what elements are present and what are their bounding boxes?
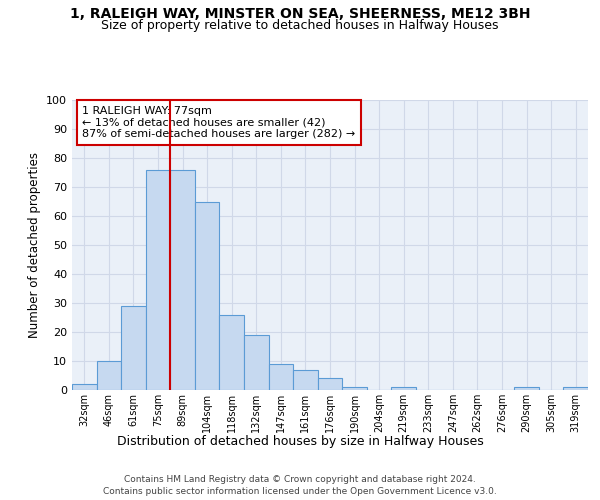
Bar <box>342 387 367 390</box>
Bar <box>121 306 146 390</box>
Text: 1, RALEIGH WAY, MINSTER ON SEA, SHEERNESS, ME12 3BH: 1, RALEIGH WAY, MINSTER ON SEA, SHEERNES… <box>70 8 530 22</box>
Text: 1 RALEIGH WAY: 77sqm
← 13% of detached houses are smaller (42)
87% of semi-detac: 1 RALEIGH WAY: 77sqm ← 13% of detached h… <box>82 106 356 139</box>
Text: Distribution of detached houses by size in Halfway Houses: Distribution of detached houses by size … <box>116 435 484 448</box>
Bar <box>170 170 195 390</box>
Bar <box>244 335 269 390</box>
Bar <box>220 314 244 390</box>
Bar <box>514 387 539 390</box>
Bar <box>195 202 220 390</box>
Bar <box>391 387 416 390</box>
Bar <box>97 361 121 390</box>
Text: Contains public sector information licensed under the Open Government Licence v3: Contains public sector information licen… <box>103 488 497 496</box>
Bar <box>293 370 318 390</box>
Bar <box>269 364 293 390</box>
Bar <box>318 378 342 390</box>
Bar <box>563 387 588 390</box>
Bar <box>146 170 170 390</box>
Y-axis label: Number of detached properties: Number of detached properties <box>28 152 41 338</box>
Text: Contains HM Land Registry data © Crown copyright and database right 2024.: Contains HM Land Registry data © Crown c… <box>124 475 476 484</box>
Text: Size of property relative to detached houses in Halfway Houses: Size of property relative to detached ho… <box>101 19 499 32</box>
Bar <box>72 384 97 390</box>
